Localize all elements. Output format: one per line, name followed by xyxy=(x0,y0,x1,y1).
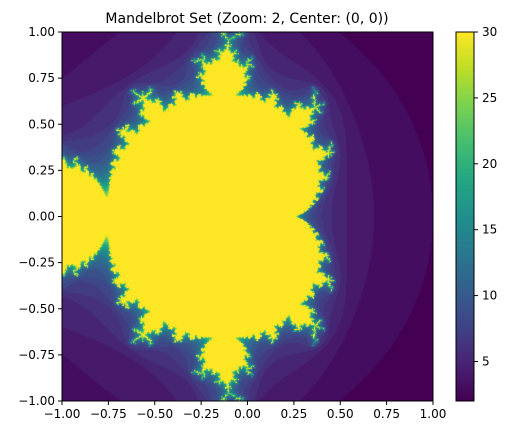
chart-title: Mandelbrot Set (Zoom: 2, Center: (0, 0)) xyxy=(105,11,388,27)
x-tick-label: −0.25 xyxy=(183,407,220,421)
x-tick-label: 0.00 xyxy=(234,407,261,421)
colorbar-tick-label: 5 xyxy=(482,354,490,368)
y-tick-label: −0.50 xyxy=(18,302,55,316)
colorbar-gradient xyxy=(456,32,474,401)
y-tick-label: −0.75 xyxy=(18,348,55,362)
colorbar-tick-label: 10 xyxy=(482,289,497,303)
y-tick-label: 0.50 xyxy=(28,117,55,131)
x-tick-label: −1.00 xyxy=(44,407,81,421)
colorbar-frame xyxy=(455,31,475,402)
y-tick-label: 1.00 xyxy=(28,25,55,39)
colorbar-tick-label: 30 xyxy=(482,25,497,39)
y-tick-label: −1.00 xyxy=(18,394,55,408)
colorbar-tick-label: 15 xyxy=(482,223,497,237)
y-axis: 1.00 0.75 0.50 0.25 0.00 −0.25 −0.50 −0.75 −1.00 xyxy=(18,25,62,408)
x-axis: −1.00 −0.75 −0.50 −0.25 0.00 0.25 0.50 0.75 1.00 xyxy=(44,401,447,421)
y-tick-label: 0.25 xyxy=(28,163,55,177)
x-tick-label: −0.75 xyxy=(90,407,127,421)
y-tick-label: −0.25 xyxy=(18,256,55,270)
colorbar-tick-label: 25 xyxy=(482,91,497,105)
x-tick-label: 1.00 xyxy=(420,407,447,421)
x-tick-label: −0.50 xyxy=(136,407,173,421)
mandelbrot-heatmap xyxy=(62,32,433,401)
x-tick-label: 0.75 xyxy=(373,407,400,421)
colorbar-axis: 5 10 15 20 25 30 xyxy=(474,25,497,368)
colorbar-tick-label: 20 xyxy=(482,157,497,171)
x-tick-label: 0.50 xyxy=(327,407,354,421)
plot-frame xyxy=(61,31,434,402)
y-tick-label: 0.00 xyxy=(28,210,55,224)
x-tick-label: 0.25 xyxy=(281,407,308,421)
y-tick-label: 0.75 xyxy=(28,71,55,85)
